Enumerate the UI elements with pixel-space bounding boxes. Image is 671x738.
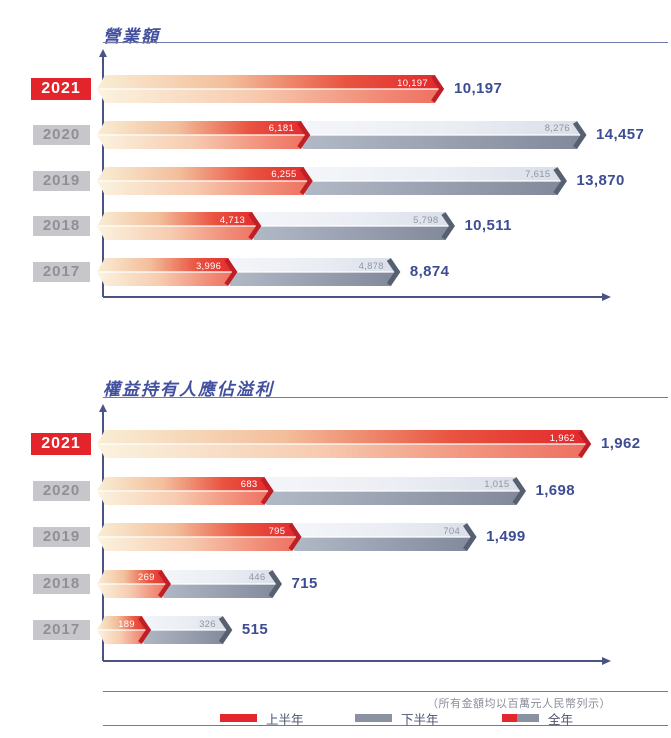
chart-row-2017: 2017 189 326 515 xyxy=(0,616,671,644)
title-rule xyxy=(103,42,668,43)
first-half-value: 189 xyxy=(118,618,135,630)
chart-row-2018: 2018 4,713 5,798 10,511 xyxy=(0,212,671,241)
second-half-value: 446 xyxy=(248,572,266,583)
chart-row-2020: 2020 683 1,015 1,698 xyxy=(0,476,671,505)
chart-row-2021: 2021 1,962 1,962 xyxy=(0,430,671,458)
legend-block: （所有金額均以百萬元人民幣列示） 上半年 下半年 全年 xyxy=(103,691,668,727)
year-label: 2017 xyxy=(33,262,90,282)
total-value: 515 xyxy=(241,621,269,638)
total-value: 1,962 xyxy=(601,435,641,452)
bar xyxy=(97,166,567,195)
second-half-value: 4,878 xyxy=(358,260,384,272)
total-value: 715 xyxy=(291,574,318,592)
total-value: 13,870 xyxy=(576,171,625,189)
second-half-value: 5,798 xyxy=(413,214,439,226)
chart-row-2019: 2019 795 704 1,499 xyxy=(0,523,671,551)
second-half-swatch-icon xyxy=(355,713,392,722)
bar xyxy=(97,258,401,286)
year-label: 2021 xyxy=(31,78,91,100)
legend-item-first-half: 上半年 xyxy=(220,709,304,727)
chart-row-2017: 2017 3,996 4,878 8,874 xyxy=(0,258,671,286)
second-half-value: 8,276 xyxy=(544,123,570,135)
year-label: 2019 xyxy=(33,527,90,547)
chart-revenue: 營業額 2021 10,197 10,197 2020 6,181 8,276 14,457… xyxy=(0,8,671,308)
second-half-value: 1,015 xyxy=(484,479,510,490)
year-label: 2019 xyxy=(33,170,90,191)
bar xyxy=(97,120,587,149)
year-label: 2020 xyxy=(33,124,90,145)
bar xyxy=(97,476,526,505)
first-half-value: 3,996 xyxy=(195,260,222,272)
legend-item-full-year: 全年 xyxy=(502,709,573,727)
first-half-value: 6,181 xyxy=(268,123,295,135)
first-half-value: 1,962 xyxy=(549,432,575,444)
year-label: 2017 xyxy=(33,620,90,640)
first-half-value: 4,713 xyxy=(219,214,246,226)
total-value: 1,499 xyxy=(486,528,526,545)
first-half-value: 10,197 xyxy=(397,77,428,89)
chart-profit: 權益持有人應佔溢利 2021 1,962 1,962 2020 683 1,015 1,69… xyxy=(0,361,671,671)
second-half-value: 326 xyxy=(199,618,216,630)
chart-row-2018: 2018 269 446 715 xyxy=(0,569,671,598)
chart-row-2021: 2021 10,197 10,197 xyxy=(0,75,671,103)
first-half-value: 683 xyxy=(240,479,258,490)
full-year-swatch-gray-icon xyxy=(517,713,539,722)
first-half-value: 6,255 xyxy=(271,169,297,180)
total-value: 8,874 xyxy=(409,263,450,280)
total-value: 1,698 xyxy=(535,481,576,499)
bar xyxy=(97,616,233,644)
year-label: 2021 xyxy=(31,433,91,455)
x-axis xyxy=(103,656,611,665)
full-year-swatch-red-icon xyxy=(502,713,517,722)
legend-label: 上半年 xyxy=(266,713,304,727)
second-half-value: 7,615 xyxy=(525,169,551,180)
year-label: 2020 xyxy=(33,480,90,501)
legend-item-second-half: 下半年 xyxy=(355,709,439,727)
legend-label: 下半年 xyxy=(401,713,439,727)
bar xyxy=(97,523,477,551)
bar xyxy=(97,430,592,458)
total-value: 10,197 xyxy=(453,80,503,97)
chart-row-2020: 2020 6,181 8,276 14,457 xyxy=(0,120,671,149)
y-axis-arrow-icon xyxy=(99,404,107,412)
second-half-value: 704 xyxy=(443,525,461,537)
year-label: 2018 xyxy=(33,216,90,237)
bar xyxy=(97,569,282,598)
currency-note: （所有金額均以百萬元人民幣列示） xyxy=(427,698,611,710)
title-rule xyxy=(103,397,668,398)
x-axis-arrow-icon xyxy=(602,656,611,665)
year-label: 2018 xyxy=(33,573,90,594)
x-axis-arrow-icon xyxy=(602,292,611,301)
bar xyxy=(97,75,445,103)
first-half-value: 795 xyxy=(268,525,286,537)
chart-title-revenue: 營業額 xyxy=(103,27,160,47)
chart-title-profit: 權益持有人應佔溢利 xyxy=(103,380,274,400)
bar xyxy=(97,212,455,241)
chart-row-2019: 2019 6,255 7,615 13,870 xyxy=(0,166,671,195)
total-value: 10,511 xyxy=(464,217,512,235)
total-value: 14,457 xyxy=(596,125,645,143)
x-axis xyxy=(103,292,611,301)
first-half-value: 269 xyxy=(138,572,155,583)
first-half-swatch-icon xyxy=(220,713,257,722)
y-axis-arrow-icon xyxy=(99,49,107,57)
legend-label: 全年 xyxy=(548,713,574,727)
